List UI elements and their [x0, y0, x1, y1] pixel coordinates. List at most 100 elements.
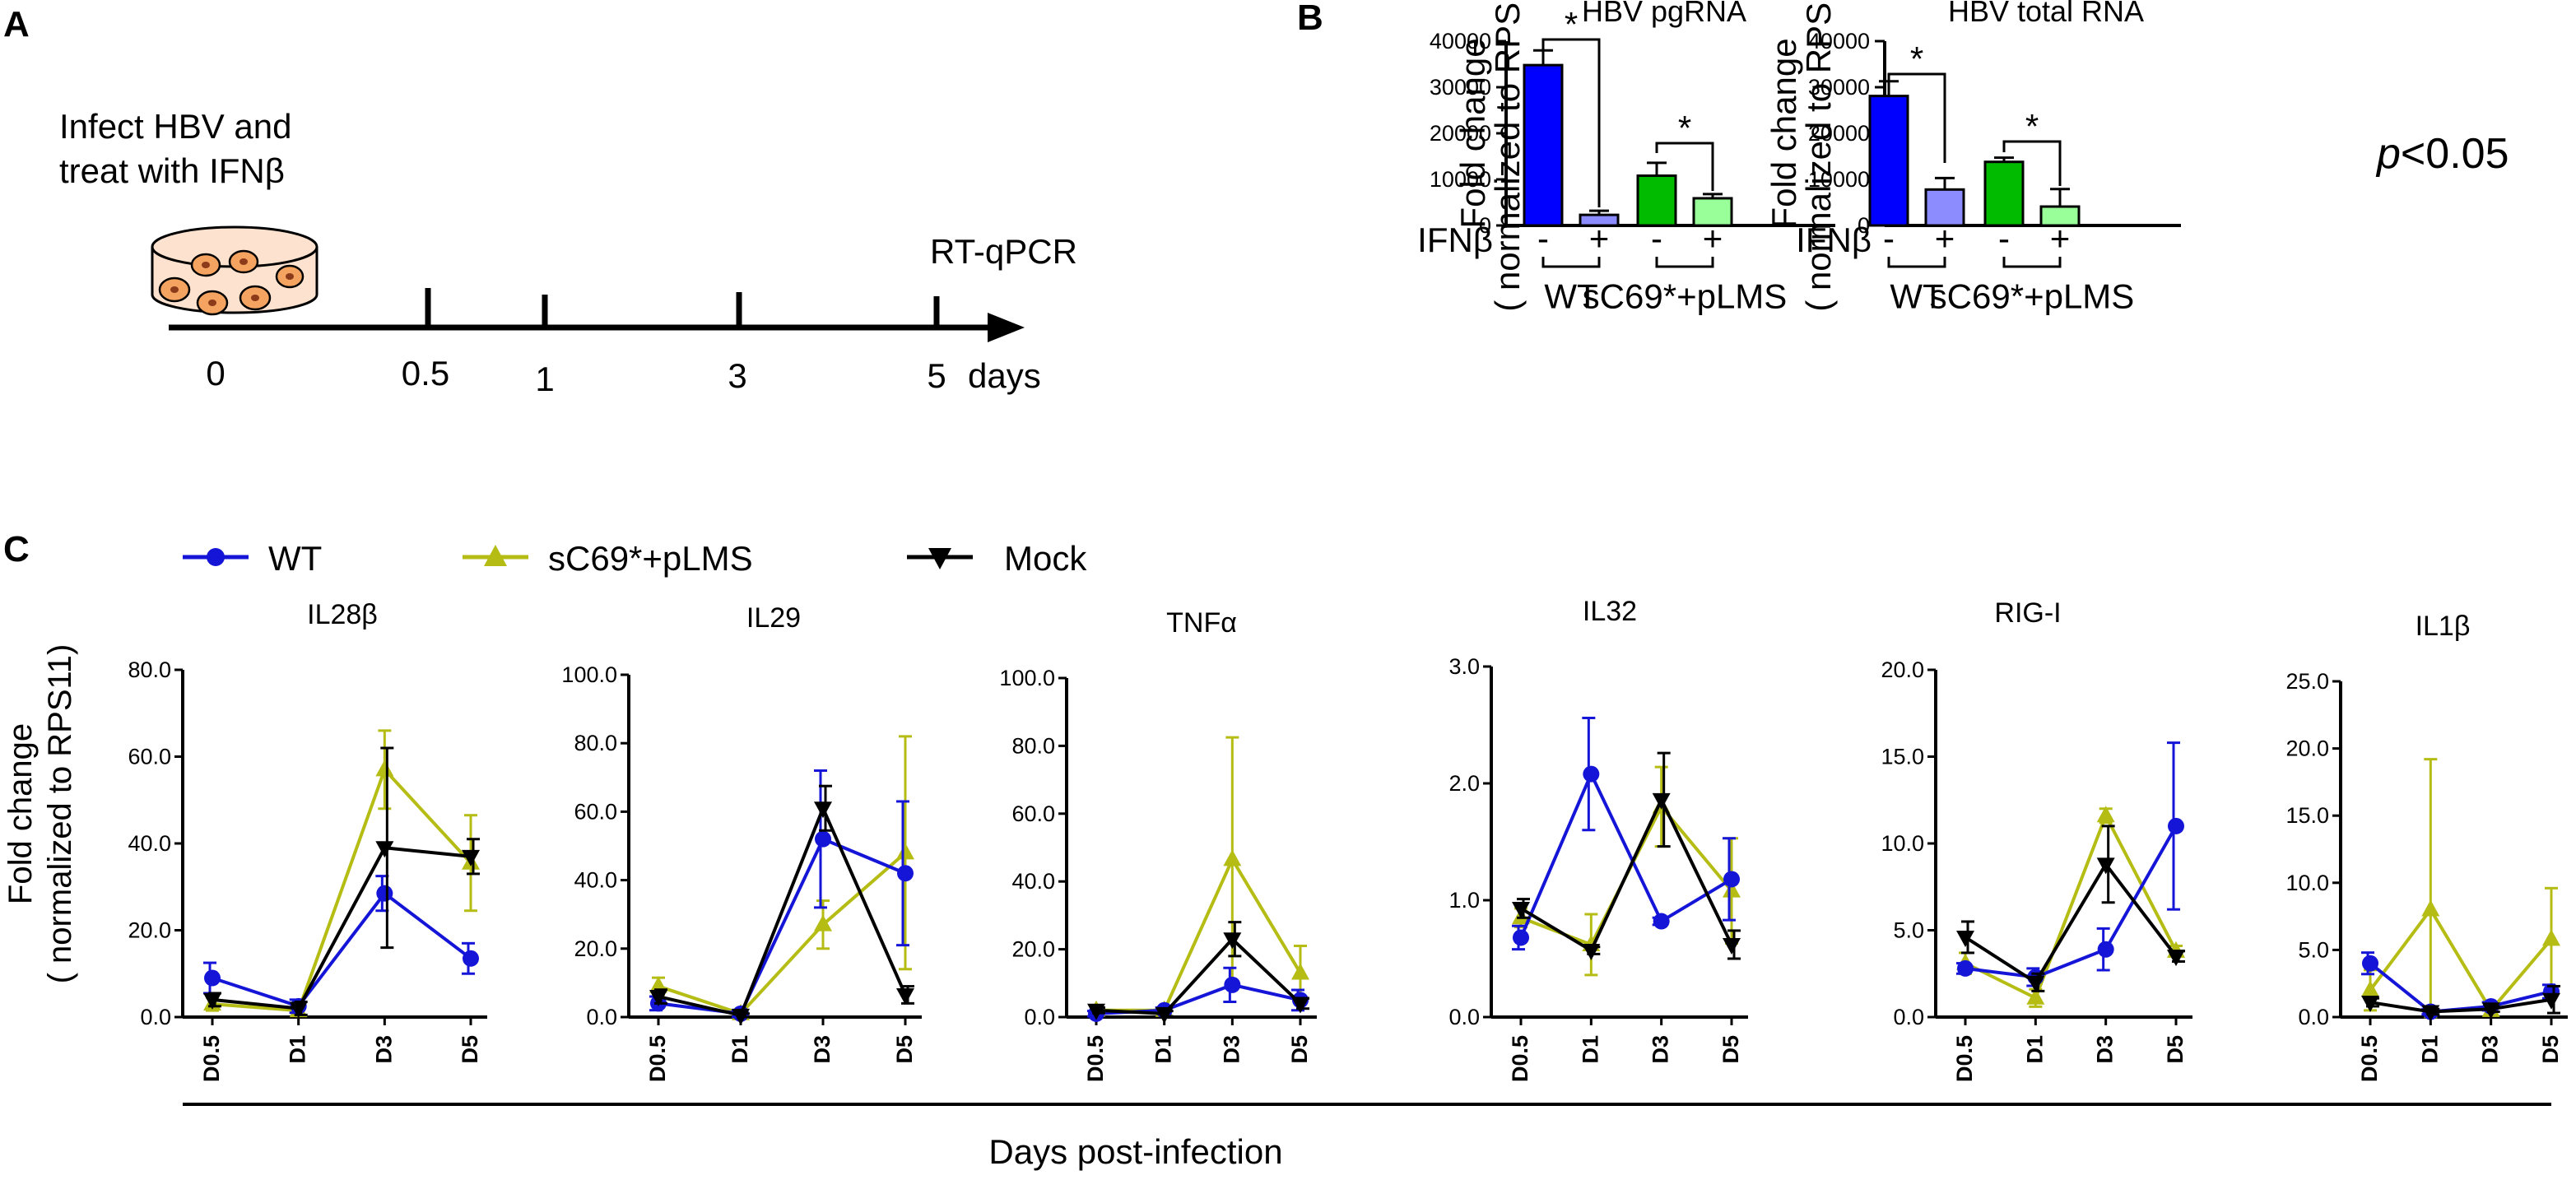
line-x-tick-label: D0.5: [199, 1035, 224, 1082]
line-y-tick-label: 60.0: [574, 799, 617, 824]
data-point: [2096, 857, 2115, 875]
data-point: [2167, 950, 2185, 967]
data-point: [1291, 996, 1309, 1014]
line-y-tick-label: 40.0: [574, 868, 617, 893]
panel-c-ylabel-line1: Fold change: [2, 723, 39, 904]
line-chart-title: IL32: [1583, 596, 1637, 627]
bar-y-tick-label: 30000: [1808, 75, 1870, 100]
line-x-tick-label: D3: [810, 1035, 835, 1064]
line-y-tick-label: 40.0: [1011, 869, 1055, 894]
data-point: [1224, 976, 1241, 993]
line-x-tick-label: D3: [371, 1035, 396, 1064]
bar-ylabel-line1: Fold change: [1765, 38, 1803, 228]
significance-star: *: [2025, 107, 2039, 146]
data-point: [1223, 932, 1242, 950]
ifn-minus: -: [1537, 219, 1549, 258]
series-line-1: [658, 851, 907, 1016]
bar-y-tick-label: 0: [1479, 213, 1491, 238]
timepoint-0.5: 0.5: [402, 354, 449, 393]
group-bracket: [1541, 257, 1601, 268]
data-point: [376, 885, 393, 902]
timepoint-5: 5: [927, 356, 946, 395]
group-bracket: [2002, 257, 2062, 268]
bar-y-tick-label: 30000: [1430, 75, 1491, 100]
data-point: [896, 987, 914, 1005]
data-point: [2542, 992, 2560, 1010]
significance-star: *: [1678, 109, 1691, 147]
data-point: [2481, 1002, 2500, 1020]
line-y-tick-label: 80.0: [128, 657, 171, 682]
data-point: [2096, 806, 2115, 823]
line-y-tick-label: 5.0: [2298, 937, 2329, 962]
data-point: [815, 830, 831, 848]
data-point: [2421, 1005, 2440, 1022]
data-point: [375, 841, 394, 858]
line-chart-1: IL29 0.0 20.0 40.0 60.0 80.0 100.0 D0.5 D1 D3 D5: [561, 602, 922, 1082]
line-x-tick-label: D1: [2417, 1035, 2442, 1064]
significance-bracket: [2002, 140, 2062, 186]
data-point: [1087, 1003, 1105, 1020]
line-y-tick-label: 40.0: [128, 831, 171, 856]
legend-wt-marker: [207, 548, 225, 566]
significance-bracket: [1887, 72, 1946, 163]
line-chart-4: RIG-I 0.0 5.0 10.0 15.0 20.0 D0.5 D1 D3 D5: [1881, 597, 2192, 1082]
series-line-2: [1095, 936, 1302, 1015]
line-x-tick-label: D1: [2022, 1035, 2047, 1064]
line-y-tick-label: 25.0: [2285, 669, 2329, 694]
line-y-tick-label: 15.0: [1881, 745, 1924, 769]
days-label: days: [968, 356, 1041, 395]
legend-mock-label: Mock: [1004, 539, 1087, 578]
series-line-0: [658, 837, 906, 1016]
group-label: sC69*+pLMS: [1930, 276, 2135, 315]
data-point: [1223, 849, 1242, 866]
data-point: [897, 865, 914, 882]
rt-qpcr-label: RT-qPCR: [930, 232, 1077, 271]
legend: WT sC69*+pLMS Mock: [183, 539, 1087, 578]
data-point: [1956, 930, 1974, 947]
line-y-tick-label: 60.0: [1011, 801, 1055, 826]
bar-y-tick-label: 20000: [1808, 121, 1870, 146]
ifn-label: IFNβ: [1796, 221, 1872, 259]
significance-star: *: [1565, 5, 1578, 44]
line-x-tick-label: D5: [2163, 1035, 2188, 1064]
p-value-threshold: <0.05: [2401, 130, 2509, 178]
panel-a-caption-line1: Infect HBV and: [59, 107, 292, 146]
bar-ylabel-line2: ( normalized to RPS11): [1799, 0, 1838, 312]
data-point: [2361, 996, 2379, 1013]
line-y-tick-label: 0.0: [1893, 1005, 1924, 1029]
significance-bracket: [1655, 142, 1714, 191]
ifn-plus: +: [1703, 219, 1723, 258]
line-chart-0: IL28β 0.0 20.0 40.0 60.0 80.0 D0.5 D1 D3 D5: [128, 599, 487, 1082]
bar-y-tick-label: 10000: [1430, 167, 1491, 192]
series-line-2: [658, 804, 907, 1018]
ifn-plus: +: [1589, 219, 1610, 258]
line-x-tick-label: D0.5: [1952, 1035, 1977, 1082]
line-x-tick-label: D1: [728, 1035, 752, 1064]
legend-item-wt: WT: [183, 539, 322, 578]
line-x-tick-label: D0.5: [2357, 1035, 2382, 1082]
line-y-tick-label: 2.0: [1448, 771, 1480, 796]
data-point: [2361, 980, 2379, 997]
line-y-tick-label: 15.0: [2285, 803, 2329, 828]
ifn-minus: -: [1883, 219, 1895, 258]
line-y-tick-label: 5.0: [1893, 918, 1924, 943]
line-y-tick-label: 0.0: [140, 1005, 171, 1029]
bar-ylabel-line1: Fold change: [1453, 38, 1492, 228]
ifn-plus: +: [2050, 219, 2071, 258]
panel-c: C WT sC69*+pLMS Mock Fold change ( norma…: [2, 529, 2568, 1171]
data-point: [1723, 871, 1740, 888]
line-x-tick-label: D5: [1718, 1035, 1743, 1064]
series-line-2: [212, 846, 472, 1010]
line-chart-title: RIG-I: [1994, 597, 2061, 629]
line-chart-title: IL1β: [2416, 611, 2471, 642]
line-y-tick-label: 1.0: [1448, 888, 1480, 913]
line-y-tick-label: 0.0: [1448, 1005, 1480, 1029]
bar-y-tick-label: 20000: [1430, 121, 1491, 146]
data-point: [1582, 944, 1601, 961]
data-point: [1512, 901, 1530, 918]
data-point: [2168, 817, 2184, 834]
line-x-tick-label: D3: [1648, 1035, 1673, 1064]
line-x-tick-label: D1: [286, 1035, 310, 1064]
line-y-tick-label: 60.0: [128, 745, 171, 769]
